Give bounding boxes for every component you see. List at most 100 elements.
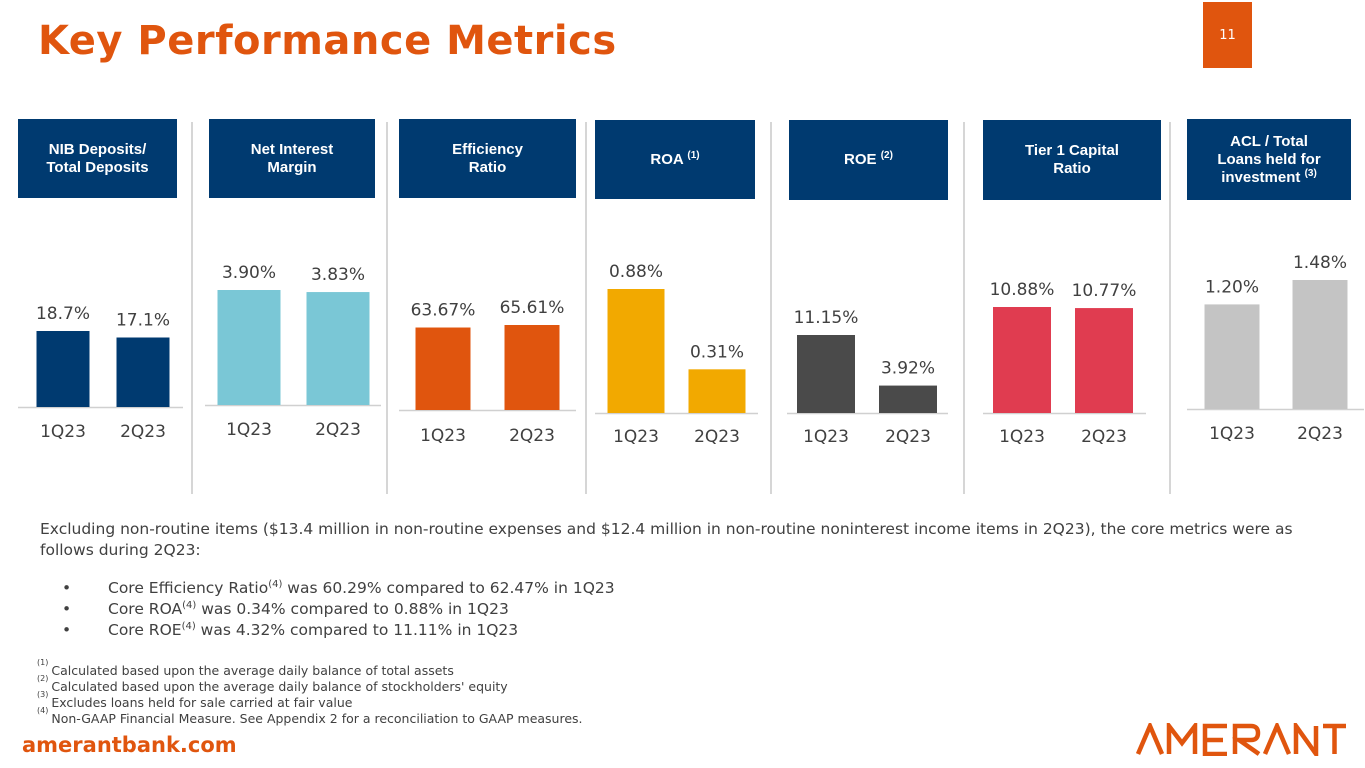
list-item: • Core ROA(4) was 0.34% compared to 0.88%… [62,599,615,620]
panel-header-line: investment (3) [1221,167,1317,187]
footnote-ref: (1) [687,149,700,161]
panel-header-line: Loans held for [1217,150,1321,168]
bar-1q23 [217,290,281,405]
data-label: 3.83% [311,265,365,285]
category-label: 2Q23 [694,427,740,447]
category-label: 2Q23 [120,422,166,442]
category-label: 1Q23 [1209,424,1255,444]
panel-header-efficiency-ratio: Efficiency Ratio [399,119,576,198]
list-item: • Core Efficiency Ratio(4) was 60.29% com… [62,578,615,599]
footnote-text: Calculated based upon the average daily … [51,679,508,694]
category-label: 1Q23 [226,420,272,440]
category-label: 1Q23 [613,427,659,447]
data-label: 1.48% [1293,253,1347,273]
panel-header-line: ACL / Total [1230,132,1308,150]
data-label: 17.1% [116,311,170,331]
bullet-icon: • [62,600,72,618]
category-label: 2Q23 [315,420,361,440]
category-label: 1Q23 [999,427,1045,447]
data-label: 63.67% [411,301,476,321]
bullet-text: Core Efficiency Ratio [108,579,269,597]
kpi-bar-charts: 18.7% 1Q23 17.1% 2Q23 3.90% 1Q23 3.83% 2Q23 63.6… [18,253,1364,447]
data-label: 65.61% [500,298,565,318]
panel-divider [585,122,587,494]
category-label: 2Q23 [1297,424,1343,444]
category-label: 1Q23 [803,427,849,447]
website-link[interactable]: amerantbank.com [22,733,237,757]
bar-2q23 [504,325,560,410]
panel-header-line: NIB Deposits/ [48,140,147,158]
bar-2q23 [306,292,370,405]
footnote: (1)Calculated based upon the average dai… [37,659,583,679]
footnote-ref: (4) [268,578,283,590]
panel-header-acl-total-loans: ACL / Total Loans held for investment (3… [1187,119,1351,200]
bar-2q23 [1292,280,1348,409]
footnote: (2)Calculated based upon the average dai… [37,675,583,695]
category-label: 1Q23 [420,426,466,446]
panel-header-line: ROE (2) [844,151,893,169]
panel-header-tier1-capital: Tier 1 Capital Ratio [983,120,1161,200]
category-label: 1Q23 [40,422,86,442]
panel-header-text: ROE [844,151,877,168]
bar-1q23 [797,335,855,413]
footnote-number: (3) [37,690,49,699]
panel-divider [386,122,388,494]
panel-header-line: Ratio [468,158,507,176]
category-label: 2Q23 [1081,427,1127,447]
footnote-ref: (4) [182,599,197,611]
data-label: 10.77% [1072,281,1137,301]
bar-1q23 [415,327,471,410]
panel-header-net-interest-margin: Net Interest Margin [209,119,375,198]
bullet-text: was 0.34% compared to 0.88% in 1Q23 [196,600,509,618]
footnote-text: Non-GAAP Financial Measure. See Appendix… [51,711,583,726]
footnote-ref: (2) [880,150,893,161]
panel-header-line: Ratio [1053,160,1091,177]
footnote-ref: (3) [1304,167,1317,179]
bullet-icon: • [62,621,72,639]
panel-header-line: Tier 1 Capital [1025,142,1119,159]
bullet-icon: • [62,579,72,597]
panel-header-line: Total Deposits [46,158,149,176]
bullet-text: Core ROA [108,600,183,618]
panel-header-line: Net Interest [250,140,334,158]
data-label: 3.92% [881,359,935,379]
footnote-text: Excludes loans held for sale carried at … [51,695,353,710]
panel-divider [191,122,193,494]
page-title: Key Performance Metrics [38,18,617,64]
bar-2q23 [688,369,746,413]
bar-2q23 [1075,308,1133,413]
footnote-number: (4) [37,706,49,715]
data-label: 1.20% [1205,277,1259,297]
panel-divider [770,122,772,494]
bar-2q23 [116,337,170,407]
panel-divider [963,122,965,494]
panel-header-text: ROA [650,150,684,168]
page-number: 11 [1203,2,1252,68]
footnotes: (1)Calculated based upon the average dai… [37,659,583,727]
bar-1q23 [607,289,665,413]
bar-1q23 [993,307,1051,413]
footnote-number: (2) [37,674,49,683]
core-metrics-summary: Excluding non-routine items ($13.4 milli… [40,520,1293,559]
data-label: 18.7% [36,304,90,324]
core-metrics-list: • Core Efficiency Ratio(4) was 60.29% com… [62,578,615,641]
bar-1q23 [36,331,90,407]
bullet-text: Core ROE [108,621,182,639]
category-label: 2Q23 [885,427,931,447]
panel-header-line: ROA (1) [650,149,700,169]
panel-header-text: investment [1221,168,1301,186]
data-label: 10.88% [990,280,1055,300]
panel-header-roa: ROA (1) [595,120,755,199]
data-label: 0.31% [690,342,744,362]
footnote: (3)Excludes loans held for sale carried … [37,691,583,711]
footnote-ref: (4) [181,620,196,632]
bar-2q23 [879,385,937,413]
amerant-logo [1135,723,1346,756]
list-item: • Core ROE(4) was 4.32% compared to 11.11… [62,620,615,641]
panel-header-line: Margin [267,158,317,176]
footnote: (4)Non-GAAP Financial Measure. See Appen… [37,707,583,727]
bullet-text: was 4.32% compared to 11.11% in 1Q23 [195,621,519,639]
bullet-text: was 60.29% compared to 62.47% in 1Q23 [282,579,615,597]
bar-1q23 [1204,304,1260,409]
data-label: 3.90% [222,263,276,283]
